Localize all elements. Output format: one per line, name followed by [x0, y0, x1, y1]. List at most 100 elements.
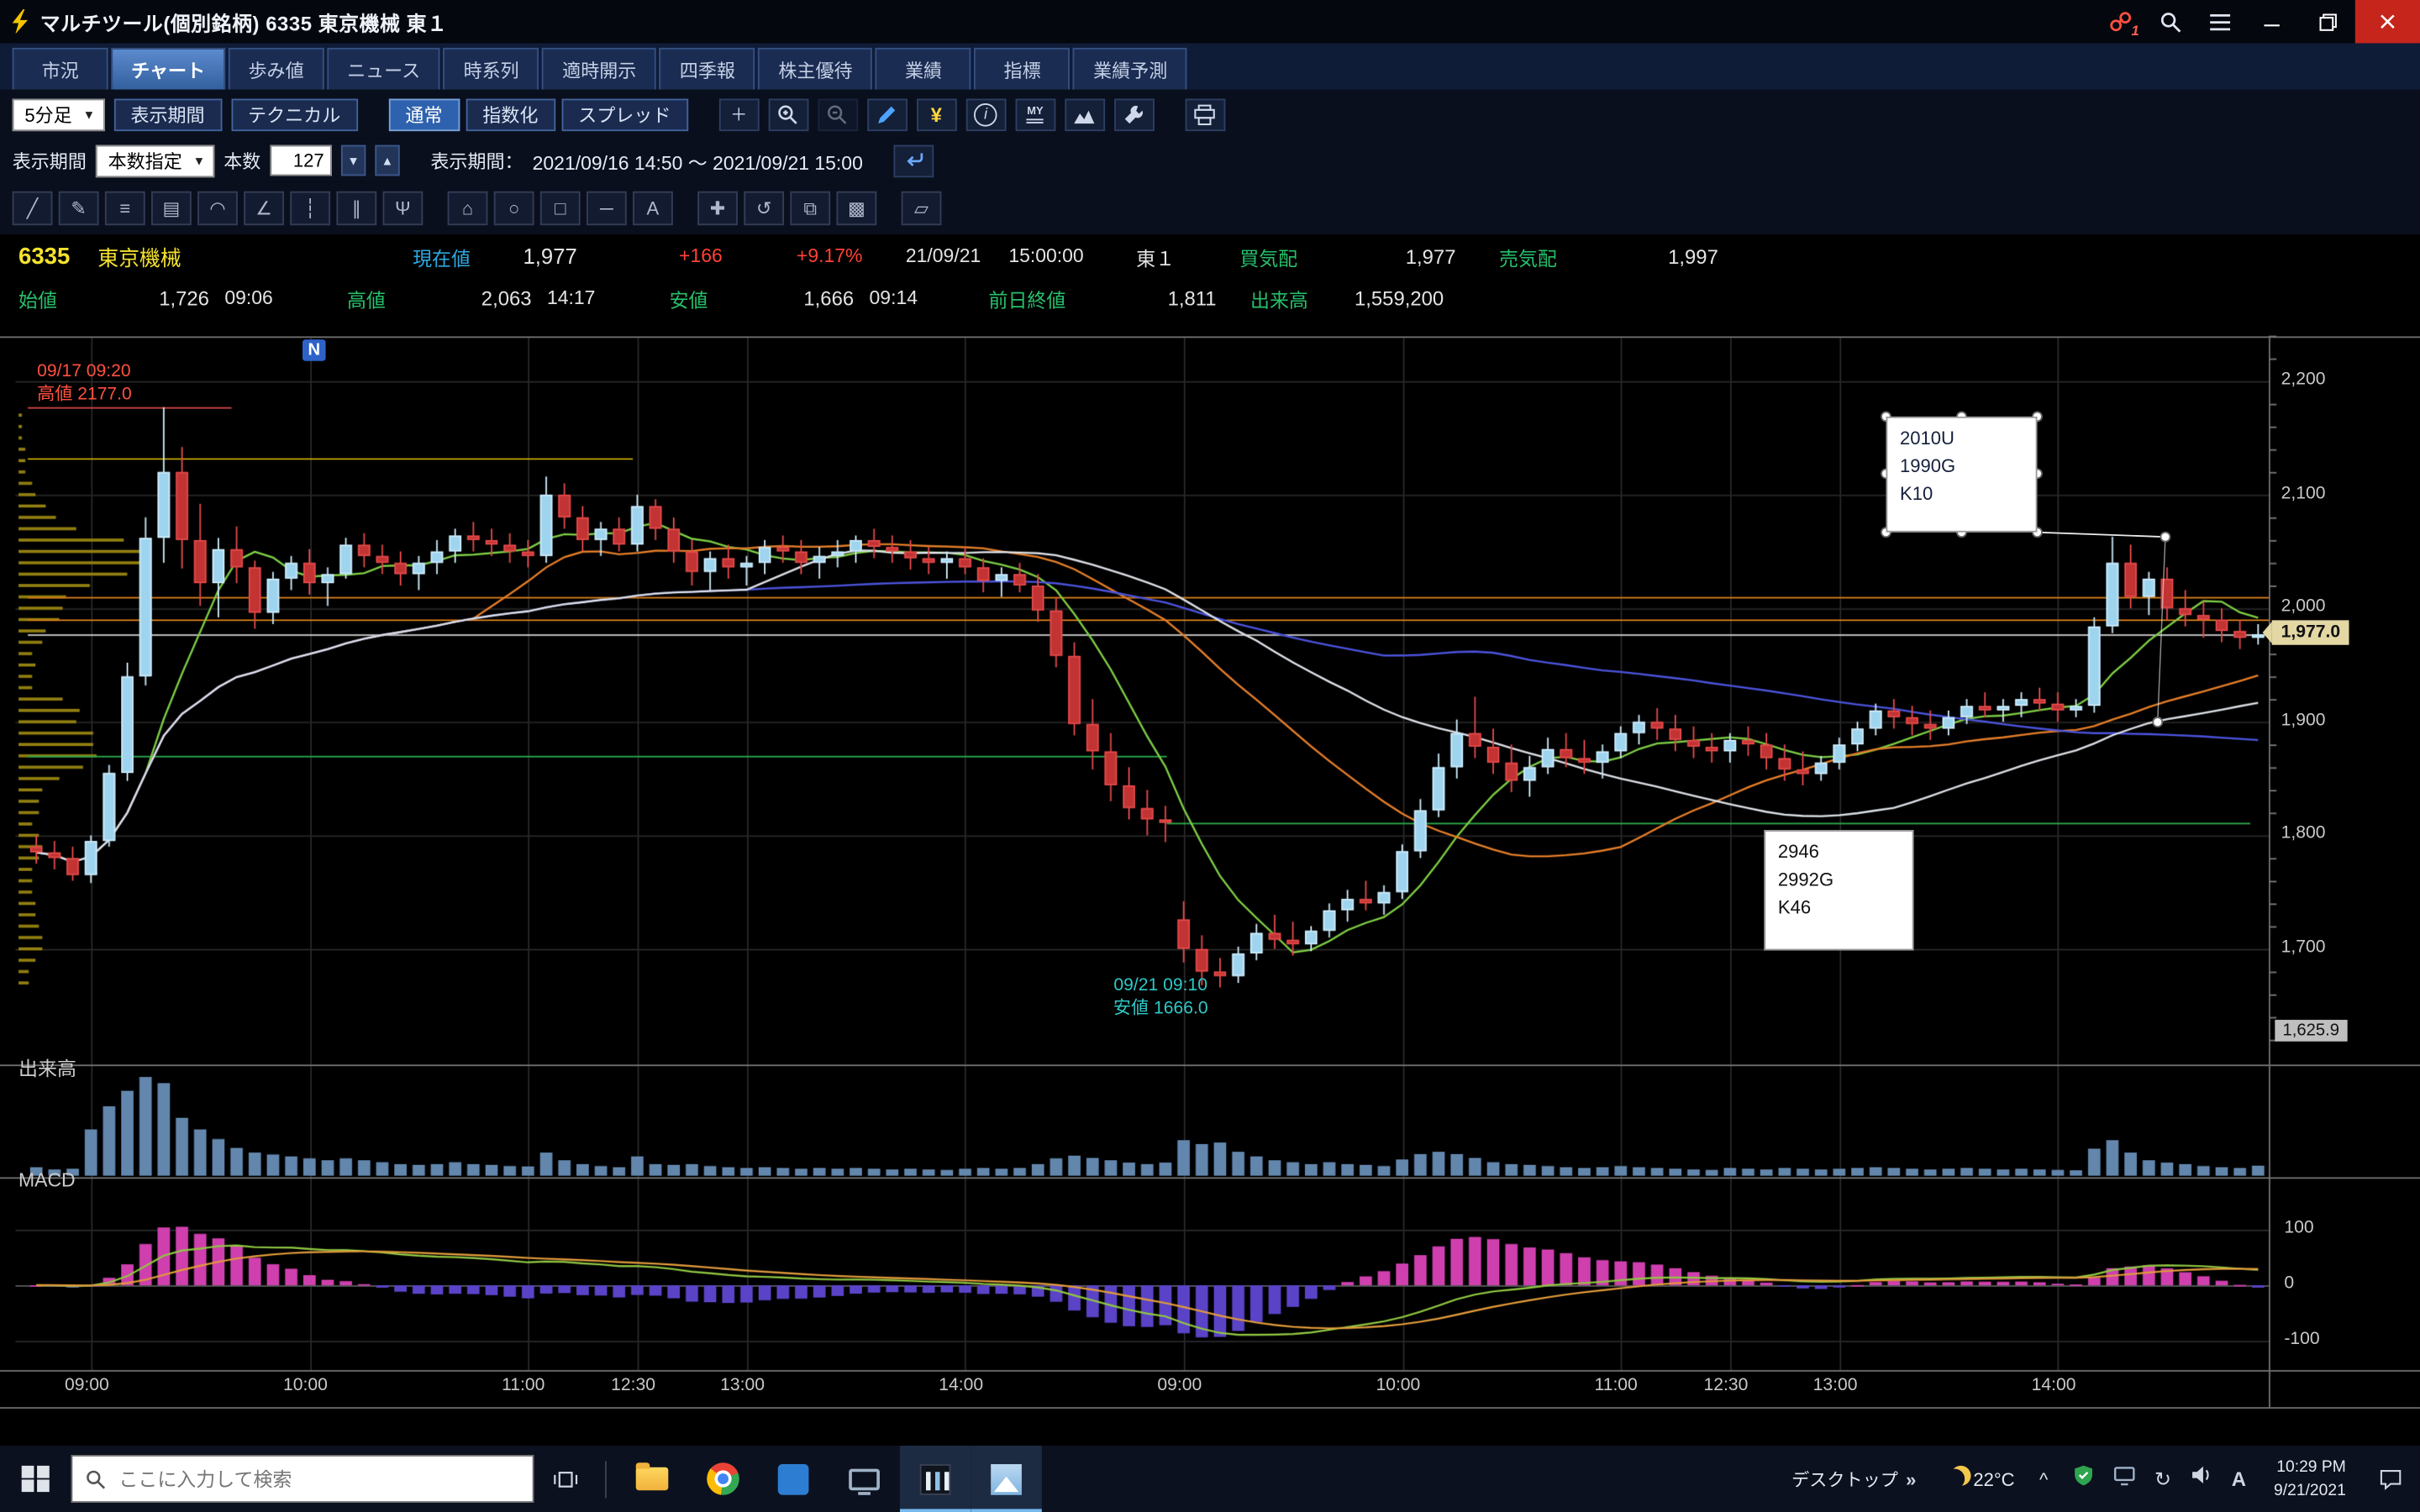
tool-ellipse-button[interactable]: ○	[494, 192, 534, 225]
menu-icon[interactable]	[2195, 0, 2244, 43]
clock-date: 9/21/2021	[2274, 1479, 2346, 1501]
ime-mode-indicator[interactable]: A	[2232, 1467, 2246, 1491]
minimize-button[interactable]	[2244, 0, 2300, 43]
draw-pencil-button[interactable]	[867, 98, 908, 131]
speaker-icon[interactable]	[2190, 1464, 2213, 1494]
tab-tick[interactable]: 歩み値	[229, 48, 324, 90]
taskbar-app-photos[interactable]	[971, 1446, 1041, 1512]
info-icon: i	[974, 102, 997, 126]
tool-stamp-button[interactable]: ✚	[697, 192, 738, 225]
tab-news[interactable]: ニュース	[327, 48, 440, 90]
news-marker[interactable]: N	[302, 339, 326, 361]
weather-widget[interactable]: 22°C	[1932, 1468, 2028, 1490]
print-button[interactable]	[1185, 98, 1225, 131]
tab-time-series[interactable]: 時系列	[444, 48, 539, 90]
titlebar: マルチツール(個別銘柄) 6335 東京機械 東１ 1	[0, 0, 2420, 43]
tool-angle-line-button[interactable]: ∠	[244, 192, 284, 225]
tab-market[interactable]: 市況	[13, 48, 108, 90]
zoom-in-button[interactable]	[768, 98, 808, 131]
tool-polygon-button[interactable]: ⌂	[448, 192, 488, 225]
notification-center-icon[interactable]	[2361, 1446, 2420, 1512]
my-chart-button[interactable]: MY	[1015, 98, 1055, 131]
price-axis-label: 2,200	[2281, 370, 2326, 389]
count-decrement-button[interactable]: ▼	[341, 145, 366, 176]
mode-normal-button[interactable]: 通常	[388, 98, 460, 131]
display-tray-icon[interactable]	[2112, 1465, 2136, 1493]
tool-rectangle-button[interactable]: □	[540, 192, 581, 225]
tool-vertical-line-button[interactable]: ┆	[290, 192, 330, 225]
note-box-2[interactable]: 2946 2992G K46	[1764, 830, 1913, 950]
bar-count-input[interactable]	[270, 145, 331, 176]
yen-display-button[interactable]: ¥	[916, 98, 956, 131]
close-button[interactable]	[2355, 0, 2420, 43]
taskbar-app-file-explorer[interactable]	[616, 1446, 687, 1512]
technical-button[interactable]: テクニカル	[231, 98, 358, 131]
open-value: 1,726	[159, 286, 209, 310]
tool-pitchfork-button[interactable]: Ψ	[383, 192, 424, 225]
zoom-out-button[interactable]	[818, 98, 858, 131]
tab-indicators[interactable]: 指標	[975, 48, 1071, 90]
tool-price-lines-button[interactable]: ▤	[151, 192, 192, 225]
interval-select[interactable]: 5分足 ▼	[13, 98, 104, 131]
mode-spread-button[interactable]: スプレッド	[561, 98, 688, 131]
taskbar-search-input[interactable]	[118, 1468, 520, 1490]
system-tray: ↻ A	[2060, 1463, 2259, 1494]
app-logo-icon	[0, 9, 40, 34]
quote-date: 21/09/21	[906, 245, 981, 267]
hidden-icons-chevron[interactable]: ^	[2027, 1468, 2060, 1490]
taskbar-clock[interactable]: 10:29 PM 9/21/2021	[2259, 1457, 2362, 1500]
time-axis-label: 11:00	[502, 1376, 544, 1394]
tool-eraser-button[interactable]: ▱	[902, 192, 942, 225]
note-box-1[interactable]: 2010U 1990G K10	[1886, 417, 2037, 533]
area-chart-button[interactable]	[1065, 98, 1105, 131]
tool-pen-button[interactable]: ✎	[59, 192, 99, 225]
taskbar-app-app-blue[interactable]	[758, 1446, 829, 1512]
tool-trend-line-button[interactable]: ╱	[13, 192, 53, 225]
sync-icon[interactable]: ↻	[2154, 1467, 2171, 1491]
restore-button[interactable]	[2300, 0, 2355, 43]
tool-arc-button[interactable]: ◠	[197, 192, 238, 225]
count-increment-button[interactable]: ▲	[375, 145, 399, 176]
prev-close-value: 1,811	[1168, 286, 1217, 310]
tab-shareholder-benefit[interactable]: 株主優待	[758, 48, 872, 90]
taskbar-divider	[605, 1460, 607, 1497]
open-time: 09:06	[224, 287, 272, 309]
tool-text-button[interactable]: A	[633, 192, 673, 225]
range-label: 表示期間：	[430, 147, 523, 173]
photos-icon	[991, 1463, 1022, 1494]
period-mode-select[interactable]: 本数指定 ▼	[96, 144, 214, 177]
tool-undo-draw-button[interactable]: ↺	[744, 192, 784, 225]
link-count: 1	[2131, 24, 2139, 39]
taskbar-app-remote-desktop[interactable]	[829, 1446, 899, 1512]
tool-parallel-lines-button[interactable]: ∥	[336, 192, 376, 225]
taskbar-search[interactable]	[71, 1455, 534, 1503]
tool-fill-area-button[interactable]: ▩	[837, 192, 877, 225]
taskbar-app-trading-app[interactable]	[900, 1446, 971, 1512]
tab-earnings-forecast[interactable]: 業績予測	[1073, 48, 1187, 90]
display-period-button[interactable]: 表示期間	[113, 98, 222, 131]
clock-time: 10:29 PM	[2274, 1457, 2346, 1478]
compare-add-button[interactable]: ＋	[718, 98, 759, 131]
bid-value: 1,977	[1406, 244, 1456, 268]
tool-horizontal-line-button[interactable]: ─	[587, 192, 627, 225]
task-view-button[interactable]	[534, 1446, 596, 1512]
tool-copy-chart-button[interactable]: ⧉	[790, 192, 830, 225]
tab-disclosure[interactable]: 適時開示	[542, 48, 656, 90]
taskbar-app-chrome[interactable]	[687, 1446, 757, 1512]
chart-area[interactable]: 09/17 09:20 高値 2177.0 N 2010U 1990G K10 …	[0, 318, 2420, 1416]
settings-wrench-button[interactable]	[1114, 98, 1155, 131]
start-button[interactable]	[0, 1446, 71, 1512]
security-shield-icon[interactable]	[2073, 1463, 2095, 1494]
price-chart-canvas[interactable]	[0, 318, 2420, 1416]
tab-shikiho[interactable]: 四季報	[660, 48, 755, 90]
reset-period-button[interactable]	[894, 144, 934, 177]
tab-earnings[interactable]: 業績	[876, 48, 971, 90]
chevron-down-icon: ▼	[193, 154, 206, 168]
desktop-toolbar[interactable]: デスクトップ »	[1776, 1467, 1932, 1491]
link-icon[interactable]: 1	[2096, 0, 2145, 43]
tab-chart[interactable]: チャート	[111, 48, 225, 90]
info-button[interactable]: i	[965, 98, 1006, 131]
search-icon[interactable]	[2145, 0, 2195, 43]
mode-indexed-button[interactable]: 指数化	[466, 98, 555, 131]
tool-multi-hline-button[interactable]: ≡	[105, 192, 145, 225]
